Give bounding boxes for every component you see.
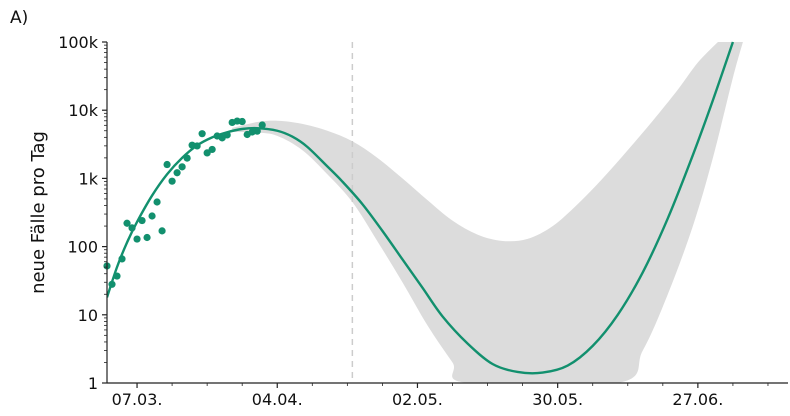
observed-point xyxy=(223,131,231,139)
observed-point xyxy=(183,154,191,162)
observed-point xyxy=(253,127,261,135)
y-tick-label: 10 xyxy=(78,306,98,325)
observed-point xyxy=(143,233,151,242)
observed-point xyxy=(158,227,166,235)
observed-point xyxy=(118,255,126,263)
axes-layer: 1 10 100 1k 10k 100k 07.03. 04.04. 02.05. 30.05. 2… xyxy=(28,33,788,409)
x-tick-label: 02.05. xyxy=(392,390,443,409)
y-tick-label: 100 xyxy=(67,238,98,257)
observed-point xyxy=(178,163,186,171)
observed-point xyxy=(148,212,156,220)
observed-point xyxy=(113,272,121,280)
observed-point xyxy=(208,145,216,154)
confidence-band xyxy=(232,42,743,383)
y-tick-label: 1 xyxy=(88,374,98,393)
observed-point xyxy=(128,224,136,232)
observed-point xyxy=(138,216,146,225)
observed-point xyxy=(203,149,211,157)
x-tick-label: 30.05. xyxy=(532,390,583,409)
x-tick-label: 07.03. xyxy=(112,390,163,409)
observed-point xyxy=(193,142,201,150)
observed-point xyxy=(238,117,246,126)
y-axis-label: neue Fälle pro Tag xyxy=(28,131,49,294)
observed-point xyxy=(163,160,171,169)
x-tick-label: 04.04. xyxy=(252,390,303,409)
fit-line-layer xyxy=(107,41,735,375)
observed-points-layer xyxy=(103,117,266,288)
observed-point xyxy=(173,169,181,177)
y-tick-label: 1k xyxy=(79,169,99,188)
observed-point xyxy=(168,177,176,185)
observed-point xyxy=(258,121,266,129)
observed-point xyxy=(198,130,206,138)
observed-point xyxy=(108,280,116,288)
confidence-band-layer xyxy=(232,42,743,383)
panel-label: A) xyxy=(10,8,29,28)
y-tick-label: 100k xyxy=(58,33,99,52)
fit-line xyxy=(107,41,735,375)
observed-point xyxy=(153,198,161,206)
observed-point xyxy=(133,235,141,243)
observed-point xyxy=(123,219,131,227)
x-tick-label: 27.06. xyxy=(672,390,723,409)
y-tick-label: 10k xyxy=(68,101,98,120)
